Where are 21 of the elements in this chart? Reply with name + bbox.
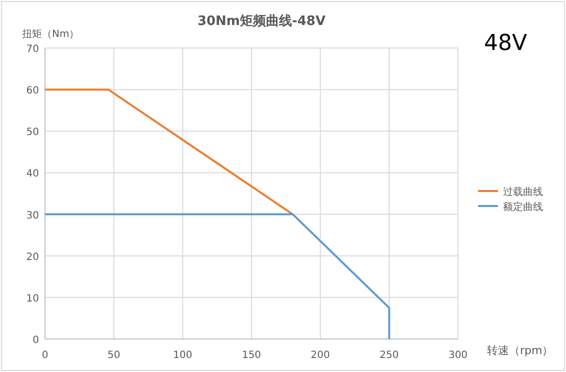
y-tick-label: 30	[26, 210, 39, 222]
legend-label: 额定曲线	[503, 201, 543, 213]
y-tick-label: 40	[26, 168, 39, 180]
x-tick-label: 200	[310, 350, 330, 361]
y-tick-label: 60	[26, 86, 39, 97]
x-tick-label: 100	[173, 350, 192, 361]
text: 48V	[484, 31, 528, 56]
y-tick-label: 10	[26, 293, 39, 304]
x-tick-label: 150	[242, 350, 262, 361]
y-tick-label: 20	[26, 252, 39, 263]
y-axis-title: 扭矩（Nm）	[22, 28, 80, 40]
legend-label: 过载曲线	[503, 186, 543, 198]
chart-title: 30Nm矩频曲线-48V	[197, 14, 326, 29]
x-tick-label: 250	[380, 350, 399, 361]
x-tick-label: 50	[107, 350, 120, 361]
y-tick-label: 0	[32, 335, 39, 346]
x-axis-title: 转速（rpm）	[487, 344, 554, 357]
y-tick-label: 50	[26, 127, 39, 138]
x-tick-label: 0	[42, 350, 48, 361]
y-tick-label: 70	[26, 44, 39, 55]
x-tick-label: 300	[448, 350, 468, 361]
